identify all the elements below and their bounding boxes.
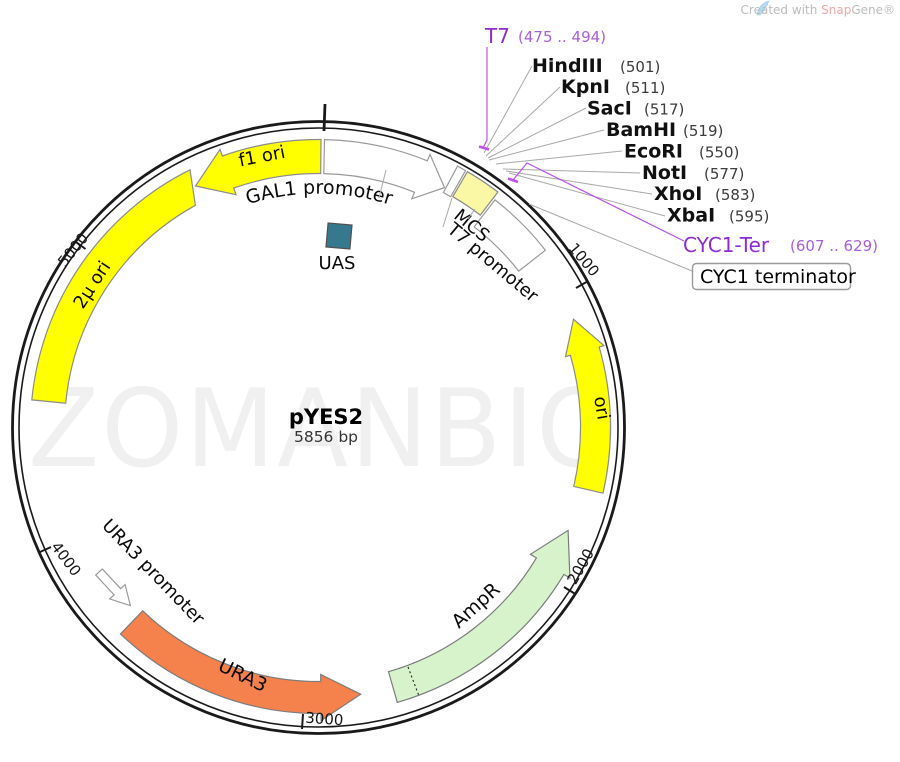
feature-label-ura3-promoter: URA3 promoter	[97, 515, 208, 629]
ampr-signal-divider	[407, 666, 420, 697]
snapgene-feather-icon	[756, 0, 770, 16]
leader-hindiii	[483, 65, 533, 154]
leader-bamhi	[488, 129, 605, 161]
feature-cyc1-terminator[interactable]	[473, 199, 547, 272]
primer-pos-cyc1-ter: (607 .. 629)	[790, 237, 878, 255]
feature-mcs[interactable]	[451, 170, 499, 216]
site-pos-xhoi: (583)	[715, 186, 755, 204]
feature-t7-promoter[interactable]	[442, 165, 467, 198]
snapgene-credit: Created with SnapGene®	[741, 0, 895, 17]
leader-noti	[502, 168, 641, 174]
leader-cyc1-terminator-box	[528, 203, 693, 272]
site-pos-noti: (577)	[704, 165, 744, 183]
site-label-hindiii[interactable]: HindIII	[532, 55, 603, 77]
cyc1-terminator-label: CYC1 terminator	[700, 266, 856, 288]
tick-1000	[575, 281, 587, 289]
primer-pos-t7: (475 .. 494)	[518, 28, 606, 46]
cyc1-terminator-label-box[interactable]	[691, 262, 852, 291]
site-pos-ecori: (550)	[699, 144, 739, 162]
leader-t7-primer	[482, 47, 488, 149]
site-pos-kpni: (511)	[625, 79, 665, 97]
plasmid-backbone-inner-ring	[18, 127, 619, 728]
cyc1-ter-site-mark	[507, 177, 519, 184]
credit-text: Created with SnapGene®	[741, 3, 895, 17]
plasmid-size: 5856 bp	[294, 428, 358, 446]
site-pos-bamhi: (519)	[683, 122, 723, 140]
leader-xbai	[508, 172, 666, 217]
leader-gal1-label	[378, 169, 387, 199]
site-pos-saci: (517)	[644, 101, 684, 119]
feature-two-micron-ori[interactable]	[31, 168, 197, 404]
leader-mcs-label	[467, 208, 476, 220]
leader-cyc1-ter-primer	[512, 162, 685, 242]
origin-tick	[322, 103, 327, 132]
watermark-text: ZOMANBIO	[28, 367, 620, 492]
site-label-xhoi[interactable]: XhoI	[654, 183, 702, 205]
leader-saci	[487, 107, 587, 159]
site-label-noti[interactable]: NotI	[642, 162, 687, 184]
tick-4000	[39, 546, 52, 553]
leader-ecori	[495, 150, 623, 165]
feature-label-uas: UAS	[319, 253, 356, 274]
features-layer	[31, 138, 612, 722]
t7-site-mark	[478, 145, 490, 151]
primer-label-t7[interactable]: T7	[484, 24, 510, 48]
site-label-xbai[interactable]: XbaI	[667, 205, 715, 227]
site-pos-hindiii: (501)	[620, 58, 660, 76]
feature-label-gal1-promoter: GAL1 promoter	[243, 177, 395, 210]
site-label-ecori[interactable]: EcoRI	[624, 141, 683, 163]
feature-f1-ori[interactable]	[194, 138, 322, 196]
feature-gal1-promoter[interactable]	[323, 138, 446, 200]
plasmid-backbone-outer-ring	[11, 120, 626, 735]
plasmid-name: pYES2	[289, 405, 363, 429]
feature-ura3-promoter[interactable]	[91, 565, 138, 613]
tick-2000	[563, 586, 576, 595]
leader-xhoi	[505, 170, 653, 195]
leader-t7-promoter-label	[442, 197, 453, 228]
tick-5000	[75, 241, 87, 250]
site-pos-xbai: (595)	[729, 208, 769, 226]
tick-3000	[301, 713, 304, 730]
feature-ura3[interactable]	[119, 609, 362, 722]
tick-label-4000: 4000	[47, 538, 84, 579]
feature-ampr[interactable]	[387, 529, 571, 704]
tick-label-3000: 3000	[305, 709, 344, 730]
leader-kpni	[485, 86, 561, 157]
feature-ori[interactable]	[564, 318, 612, 494]
site-label-bamhi[interactable]: BamHI	[606, 119, 676, 141]
feature-uas[interactable]	[325, 222, 353, 250]
site-label-kpni[interactable]: KpnI	[561, 76, 610, 98]
site-label-saci[interactable]: SacI	[587, 98, 632, 120]
feature-label-ori: ori	[589, 395, 614, 422]
primer-label-cyc1-ter[interactable]: CYC1-Ter	[683, 233, 770, 257]
